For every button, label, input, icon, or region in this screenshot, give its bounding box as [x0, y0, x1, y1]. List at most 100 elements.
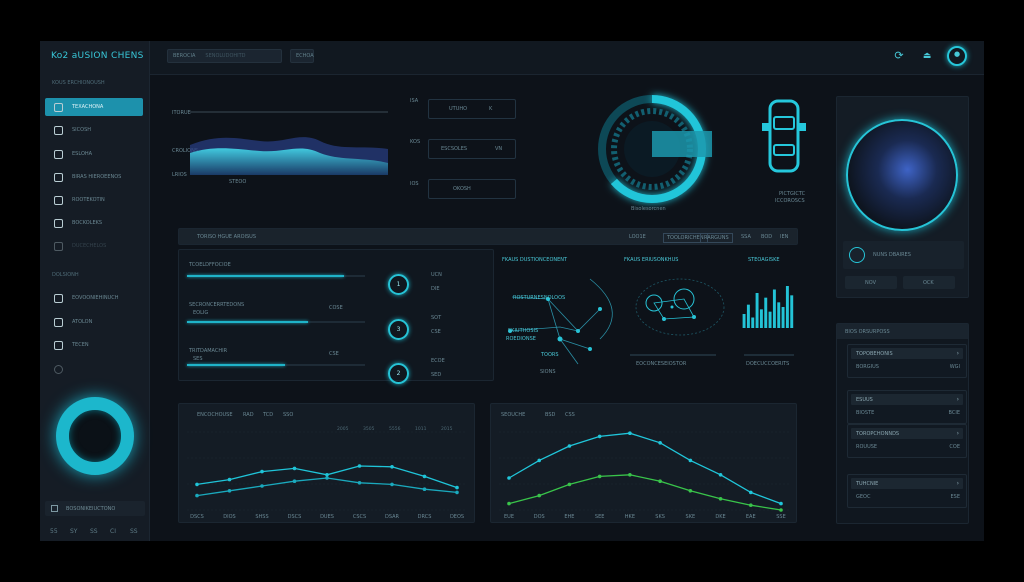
x-tick-label: SHSS: [255, 514, 268, 520]
footer-link-4[interactable]: CI: [110, 528, 116, 535]
footer-link-3[interactable]: SS: [90, 528, 98, 535]
metric-1-code-2: DIE: [431, 286, 440, 292]
topbar-tab-3[interactable]: ECHOA: [290, 49, 314, 63]
user-avatar-icon: [51, 505, 58, 512]
footer-link-2[interactable]: SY: [70, 528, 78, 535]
legend-3[interactable]: OKOSH: [428, 179, 516, 199]
metric-2-left: EOLIG: [193, 310, 209, 316]
filter-chip-2[interactable]: TOOLORICHEN: [663, 233, 708, 243]
sidebar-item-chart[interactable]: BIRAS HIEROEENOS: [45, 168, 143, 186]
sidebar-item-analytics[interactable]: ATOLON: [45, 313, 143, 331]
data-point: [748, 490, 753, 495]
data-point: [227, 489, 232, 493]
sidebar-item-grid[interactable]: DUCECHELOS: [45, 237, 143, 255]
legend-2[interactable]: ESCSOLES VN: [428, 139, 516, 159]
sidebar-item-dashboard[interactable]: TEXACHONA: [45, 98, 143, 116]
metric-2-progress: [187, 321, 365, 323]
line-chart-1-chip-3[interactable]: SSO: [283, 412, 294, 418]
chart-icon: [54, 172, 63, 182]
search-input[interactable]: SENOLUDOHITD: [205, 53, 246, 59]
topbar-tab-1[interactable]: BEROCIA SENOLUDOHITD: [167, 49, 282, 63]
analytics-icon: [54, 317, 63, 327]
metric-2-code-2: CSE: [431, 329, 441, 335]
area-label-mid: CROLIONS: [172, 148, 199, 154]
legend-2-left: KOS: [410, 139, 421, 145]
sidebar-item-gear[interactable]: BOCKOLEKS: [45, 214, 143, 232]
bar-mini-footer: DOECUCCOERITS: [746, 361, 790, 367]
x-tick-label: SKS: [655, 514, 665, 520]
profile-status: NUNS DBAIRES: [873, 252, 911, 258]
x-tick-label: EHE: [564, 514, 574, 520]
legend-2-mid: ESCSOLES: [441, 146, 468, 152]
bar-mini-bar: [742, 314, 746, 328]
profile-button-2-label: OCK: [923, 280, 934, 286]
notification-icon[interactable]: ●: [947, 46, 967, 66]
lock-icon[interactable]: ⏏: [922, 51, 932, 61]
data-point: [422, 487, 427, 491]
filter-chip-6[interactable]: IEN: [780, 234, 789, 240]
filter-chip-5[interactable]: BOD: [761, 234, 773, 240]
x-tick-label: DRCS: [418, 514, 432, 520]
data-point: [325, 476, 329, 480]
list-item-4[interactable]: TUHCNIE › GEOC ESE: [847, 474, 967, 508]
sidebar-item-circle[interactable]: [45, 360, 143, 378]
profile-status-row: NUNS DBAIRES: [843, 241, 964, 269]
sidebar-item-settings[interactable]: ESLOHA: [45, 145, 143, 163]
sidebar-section-title-2: DOLSIONH: [52, 272, 79, 278]
line-chart-2-chip-2[interactable]: CSS: [565, 412, 575, 418]
list-item-2-val: BCIE: [948, 410, 960, 416]
radial-gauge: [598, 95, 712, 203]
list-item-3[interactable]: TOROPCHONNDS › ROUUSE COE: [847, 424, 967, 458]
network-node-1: ROSTURNESNOLOOS: [513, 295, 566, 301]
line-chart-2-chip-1[interactable]: BSD: [545, 412, 556, 418]
list-item-1[interactable]: TOPOBEHONIS › BORGIUS WGI: [847, 344, 967, 378]
series-line: [508, 432, 782, 505]
legend-2-val: VN: [495, 146, 503, 152]
legend-1[interactable]: UTUHO K: [428, 99, 516, 119]
data-point: [455, 490, 459, 495]
metric-2-code-1: SOT: [431, 315, 442, 321]
line-chart-1-chip-1[interactable]: RAD: [243, 412, 254, 418]
bar-mini-divider: [744, 354, 794, 356]
bar-mini-bar: [751, 317, 755, 328]
vehicle-diagram: [762, 99, 806, 173]
topology-title: FKAUS ERIUSONKHUS: [624, 257, 679, 263]
filter-chip-1[interactable]: LOO1E: [629, 234, 646, 240]
metric-2-right: COSE: [329, 305, 343, 311]
list-item-2-title: ESUUS: [856, 397, 873, 403]
profile-button-1[interactable]: NOV: [845, 276, 897, 289]
data-point: [537, 493, 542, 498]
profile-button-2[interactable]: OCK: [903, 276, 955, 289]
legend-1-val: K: [489, 106, 493, 112]
footer-link-1[interactable]: 55: [50, 528, 58, 535]
data-point: [597, 434, 602, 439]
x-tick-label: DIOS: [223, 514, 235, 520]
metric-3-right: CSE: [329, 351, 339, 357]
filter-chip-3[interactable]: RARGUNS: [700, 233, 733, 243]
data-point: [455, 485, 459, 490]
metric-3-progress: [187, 364, 365, 366]
user-name: BOSONIKEIUCTONO: [66, 505, 116, 512]
sidebar-item-person[interactable]: ROOTEKOTIN: [45, 191, 143, 209]
filter-chip-4[interactable]: SSA: [741, 234, 751, 240]
line-chart-1-chip-2[interactable]: TCD: [263, 412, 274, 418]
legend-1-mid: UTUHO: [449, 106, 468, 112]
data-point: [390, 482, 394, 487]
list-item-4-val: ESE: [950, 494, 961, 500]
chevron-icon: ›: [956, 480, 959, 487]
series-line: [508, 474, 782, 511]
user-row[interactable]: BOSONIKEIUCTONO: [45, 501, 145, 516]
list-item-2[interactable]: ESUUS › BIOSTE BCIE: [847, 390, 967, 424]
area-chart: [190, 111, 388, 175]
sidebar-item-user[interactable]: SICOSH: [45, 121, 143, 139]
footer-link-5[interactable]: SS: [130, 528, 138, 535]
metrics-panel: TCOELDFFOCIOE SECRONCERRTEDONS EOLIG COS…: [178, 249, 494, 384]
x-tick-label: DOS: [534, 514, 545, 520]
user-icon: [54, 125, 63, 135]
topology-footer: EOCONCESEIOSTOR: [636, 361, 687, 367]
bar-mini-chart: [742, 286, 794, 328]
sidebar-item-recycle[interactable]: TECEN: [45, 336, 143, 354]
topology-divider: [630, 354, 716, 356]
refresh-icon[interactable]: ⟳: [894, 49, 904, 62]
sidebar-item-refresh[interactable]: EOVOONIEHINUCH: [45, 289, 143, 307]
